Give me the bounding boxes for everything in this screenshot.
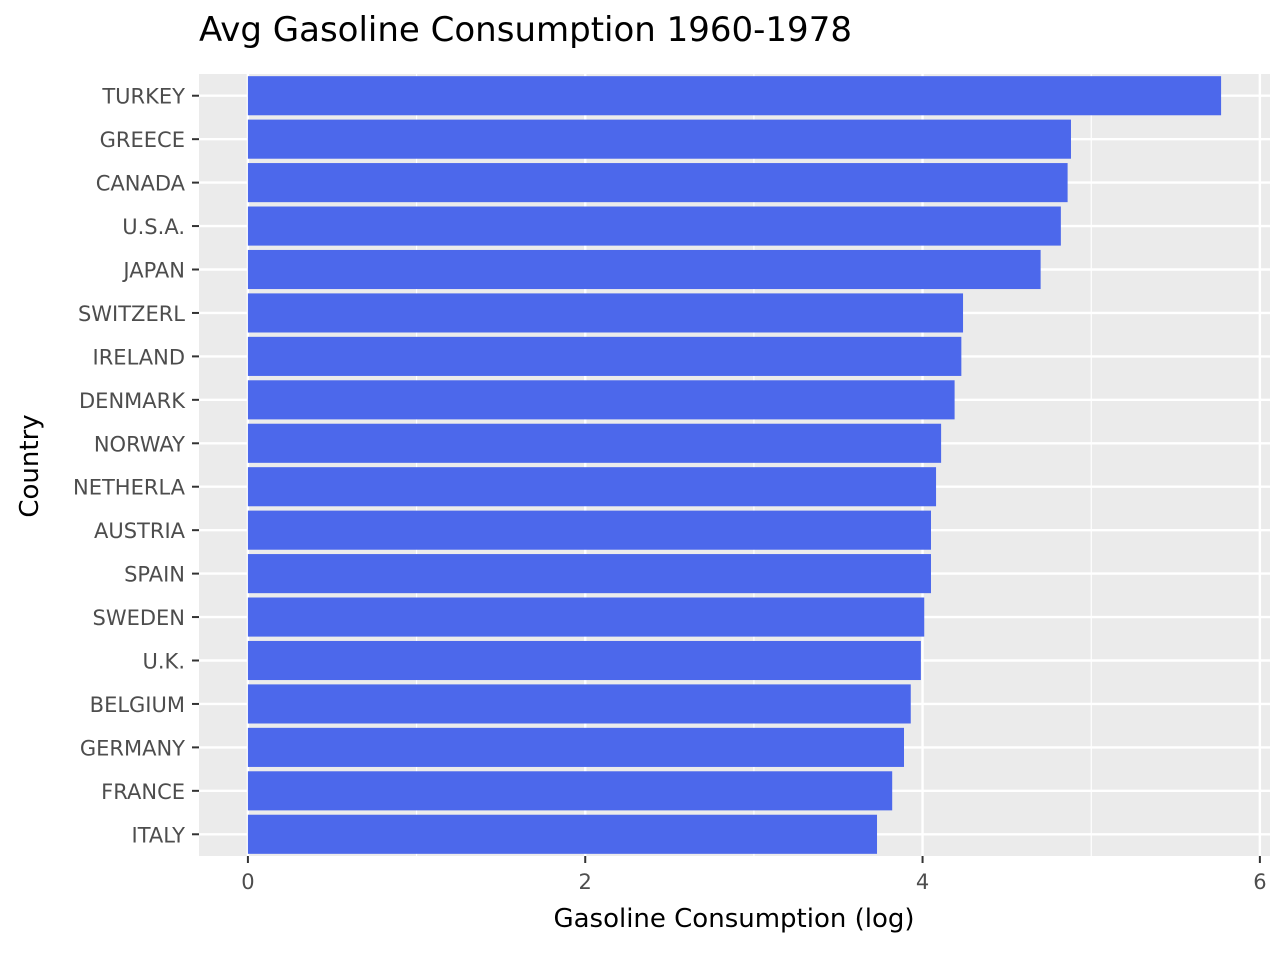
y-tick-label: FRANCE xyxy=(101,780,185,804)
bar-u-k xyxy=(247,640,921,681)
y-axis-title: Country xyxy=(15,414,45,517)
x-tick-label: 6 xyxy=(1253,870,1266,894)
x-tick-label: 0 xyxy=(241,870,254,894)
y-tick-label: NORWAY xyxy=(94,432,185,456)
y-tick-label: SWEDEN xyxy=(92,606,185,630)
bar-italy xyxy=(247,814,878,854)
y-tick-label: CANADA xyxy=(96,172,186,196)
bar-canada xyxy=(247,163,1068,203)
bars xyxy=(247,76,1222,854)
minor-gridlines xyxy=(415,74,1092,856)
bar-greece xyxy=(247,119,1071,159)
bar-ireland xyxy=(247,336,962,376)
y-tick-label: IRELAND xyxy=(93,345,185,369)
bar-netherla xyxy=(247,467,937,507)
x-tick-label: 2 xyxy=(579,870,592,894)
x-axis-ticks: 0 2 4 6 xyxy=(241,856,1267,894)
y-tick-label: NETHERLA xyxy=(73,476,186,500)
y-tick-label: JAPAN xyxy=(121,259,185,283)
bar-sweden xyxy=(247,597,925,637)
bar-belgium xyxy=(247,684,911,724)
bar-turkey xyxy=(247,76,1222,116)
y-tick-label: DENMARK xyxy=(79,389,186,413)
y-tick-label: U.K. xyxy=(143,650,186,674)
x-axis-title: Gasoline Consumption (log) xyxy=(553,904,914,934)
y-tick-label: BELGIUM xyxy=(90,693,185,717)
y-tick-label: GREECE xyxy=(100,128,185,152)
bar-germany xyxy=(247,727,905,767)
bar-u-s-a xyxy=(247,206,1061,246)
y-tick-label: GERMANY xyxy=(80,736,185,760)
bar-austria xyxy=(247,510,931,550)
bar-denmark xyxy=(247,380,955,420)
bar-norway xyxy=(247,423,942,463)
y-tick-label: TURKEY xyxy=(101,85,185,109)
y-tick-label: AUSTRIA xyxy=(94,519,186,543)
y-tick-label: SPAIN xyxy=(124,563,185,587)
y-axis-ticks: TURKEY GREECE CANADA U.S.A. JAPAN SWITZERL IRE… xyxy=(73,85,199,847)
y-tick-label: ITALY xyxy=(132,823,186,847)
bar-france xyxy=(247,771,893,811)
y-tick-label: U.S.A. xyxy=(122,215,185,239)
bar-japan xyxy=(247,249,1041,290)
bar-switzerl xyxy=(247,293,964,333)
y-tick-label: SWITZERL xyxy=(78,302,185,326)
x-tick-label: 4 xyxy=(916,870,929,894)
bar-spain xyxy=(247,554,931,594)
chart-title: Avg Gasoline Consumption 1960-1978 xyxy=(199,10,852,50)
